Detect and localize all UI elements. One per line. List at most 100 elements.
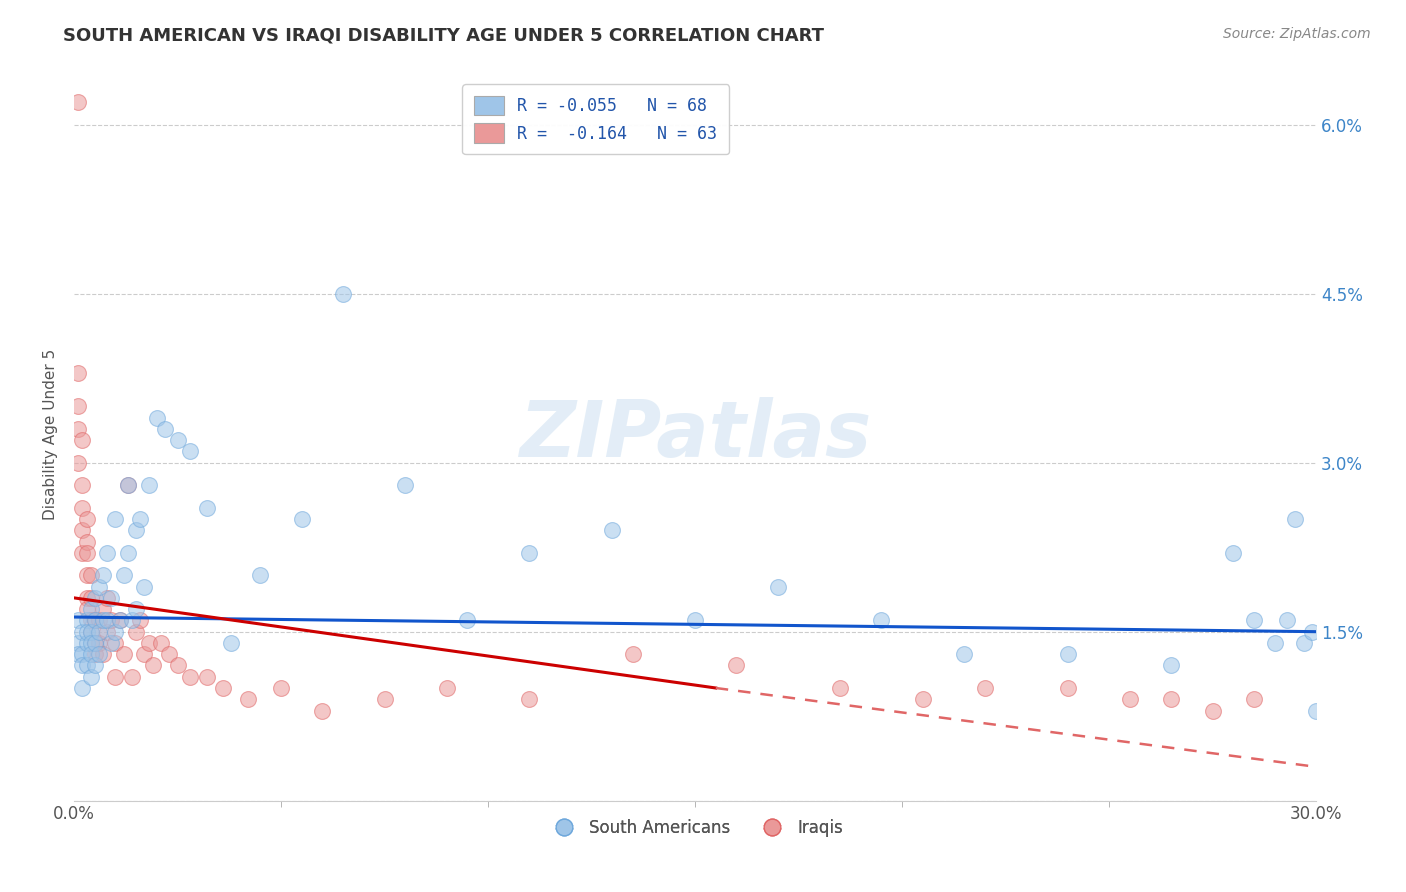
- Y-axis label: Disability Age Under 5: Disability Age Under 5: [44, 349, 58, 520]
- Point: [100, 591, 122, 605]
- Point: [1222, 546, 1244, 560]
- Point: [79, 624, 101, 639]
- Point: [291, 512, 314, 526]
- Point: [221, 636, 243, 650]
- Point: [683, 614, 706, 628]
- Point: [179, 670, 201, 684]
- Point: [104, 636, 127, 650]
- Point: [104, 670, 127, 684]
- Point: [270, 681, 292, 695]
- Point: [76, 658, 98, 673]
- Point: [138, 636, 160, 650]
- Point: [1056, 647, 1078, 661]
- Point: [87, 636, 110, 650]
- Point: [83, 647, 105, 661]
- Point: [91, 568, 114, 582]
- Point: [1264, 636, 1286, 650]
- Point: [76, 614, 98, 628]
- Point: [125, 602, 148, 616]
- Point: [166, 433, 188, 447]
- Point: [1305, 704, 1327, 718]
- Point: [153, 422, 176, 436]
- Point: [766, 580, 789, 594]
- Point: [79, 614, 101, 628]
- Point: [83, 614, 105, 628]
- Point: [125, 524, 148, 538]
- Point: [374, 692, 396, 706]
- Point: [76, 512, 98, 526]
- Point: [79, 636, 101, 650]
- Point: [76, 602, 98, 616]
- Point: [79, 624, 101, 639]
- Point: [1201, 704, 1223, 718]
- Point: [117, 478, 139, 492]
- Point: [72, 658, 94, 673]
- Point: [332, 286, 354, 301]
- Point: [67, 456, 90, 470]
- Text: SOUTH AMERICAN VS IRAQI DISABILITY AGE UNDER 5 CORRELATION CHART: SOUTH AMERICAN VS IRAQI DISABILITY AGE U…: [63, 27, 824, 45]
- Point: [79, 602, 101, 616]
- Point: [436, 681, 458, 695]
- Point: [76, 568, 98, 582]
- Point: [112, 647, 135, 661]
- Point: [142, 658, 165, 673]
- Point: [76, 636, 98, 650]
- Point: [83, 591, 105, 605]
- Legend: South Americans, Iraqis: South Americans, Iraqis: [541, 813, 849, 844]
- Point: [179, 444, 201, 458]
- Point: [67, 422, 90, 436]
- Point: [212, 681, 235, 695]
- Point: [1160, 658, 1182, 673]
- Point: [87, 580, 110, 594]
- Point: [67, 647, 90, 661]
- Point: [96, 591, 118, 605]
- Point: [311, 704, 333, 718]
- Point: [621, 647, 644, 661]
- Point: [83, 636, 105, 650]
- Point: [1243, 692, 1265, 706]
- Point: [911, 692, 934, 706]
- Point: [600, 524, 623, 538]
- Point: [100, 636, 122, 650]
- Point: [96, 546, 118, 560]
- Point: [72, 433, 94, 447]
- Point: [67, 636, 90, 650]
- Point: [1119, 692, 1142, 706]
- Point: [87, 624, 110, 639]
- Point: [108, 614, 131, 628]
- Point: [1275, 614, 1298, 628]
- Point: [117, 478, 139, 492]
- Point: [973, 681, 995, 695]
- Point: [1243, 614, 1265, 628]
- Point: [519, 546, 541, 560]
- Point: [456, 614, 478, 628]
- Point: [125, 624, 148, 639]
- Point: [87, 614, 110, 628]
- Point: [129, 512, 152, 526]
- Point: [83, 636, 105, 650]
- Point: [828, 681, 851, 695]
- Point: [67, 614, 90, 628]
- Point: [121, 670, 143, 684]
- Point: [117, 546, 139, 560]
- Point: [157, 647, 180, 661]
- Point: [76, 624, 98, 639]
- Point: [519, 692, 541, 706]
- Point: [104, 512, 127, 526]
- Point: [1301, 624, 1323, 639]
- Point: [138, 478, 160, 492]
- Point: [72, 500, 94, 515]
- Point: [79, 591, 101, 605]
- Point: [112, 568, 135, 582]
- Point: [76, 591, 98, 605]
- Point: [134, 647, 156, 661]
- Point: [72, 624, 94, 639]
- Point: [1160, 692, 1182, 706]
- Point: [104, 624, 127, 639]
- Point: [76, 534, 98, 549]
- Point: [236, 692, 259, 706]
- Point: [72, 647, 94, 661]
- Point: [83, 658, 105, 673]
- Point: [72, 524, 94, 538]
- Point: [129, 614, 152, 628]
